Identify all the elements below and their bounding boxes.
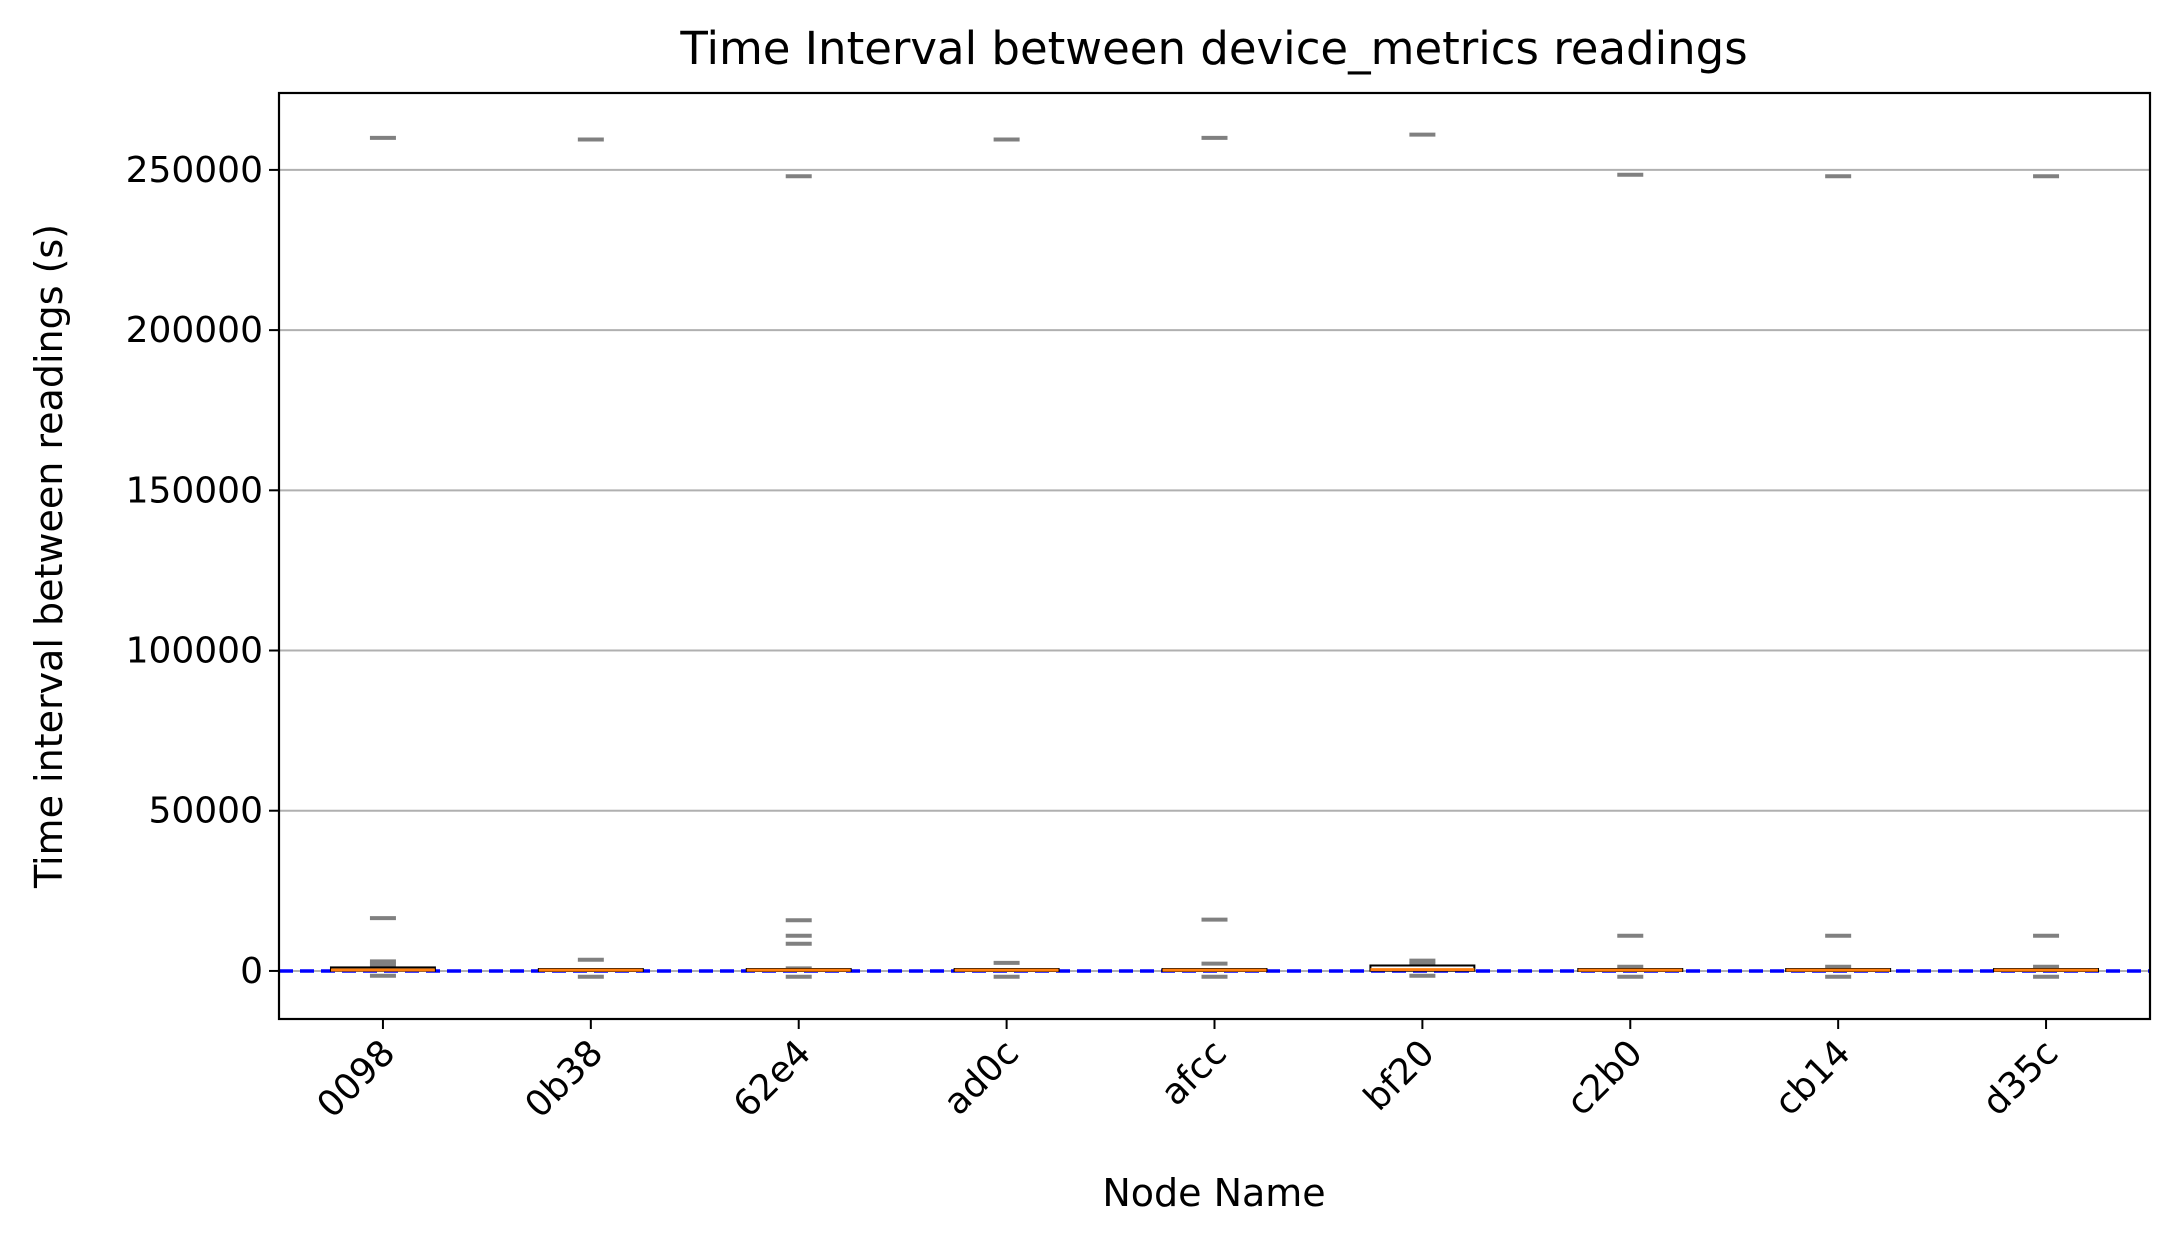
x-axis-label: Node Name [1102,1171,1325,1215]
y-tick-label: 250000 [126,150,263,191]
y-tick-label: 200000 [126,310,263,351]
chart-title: Time Interval between device_metrics rea… [679,22,1747,75]
y-axis-label: Time interval between readings (s) [27,224,71,889]
y-tick-label: 100000 [126,631,263,672]
box-layer [329,132,2100,979]
y-tick-label: 50000 [148,791,263,832]
y-tick-label: 0 [240,951,263,992]
y-tick-label: 150000 [126,470,263,511]
